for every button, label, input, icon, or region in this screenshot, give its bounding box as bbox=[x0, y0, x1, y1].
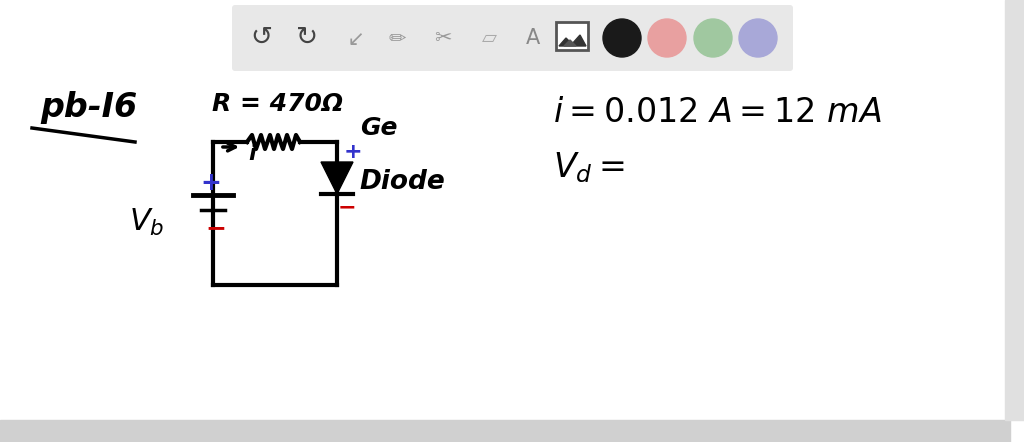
Text: pb-I6: pb-I6 bbox=[40, 91, 137, 125]
Text: A: A bbox=[526, 28, 540, 48]
Text: −: − bbox=[338, 197, 356, 217]
Text: +: + bbox=[201, 171, 221, 195]
Bar bbox=[0, 420, 1010, 442]
FancyBboxPatch shape bbox=[556, 22, 588, 50]
Text: −: − bbox=[206, 216, 226, 240]
Text: i: i bbox=[248, 144, 256, 164]
Text: R = 470Ω: R = 470Ω bbox=[212, 92, 344, 116]
Circle shape bbox=[694, 19, 732, 57]
Text: $V_d =$: $V_d =$ bbox=[553, 151, 625, 185]
Text: Ge: Ge bbox=[360, 116, 397, 140]
Circle shape bbox=[603, 19, 641, 57]
Text: ↻: ↻ bbox=[296, 25, 318, 51]
Text: $i = 0.012\ A = 12\ mA$: $i = 0.012\ A = 12\ mA$ bbox=[553, 95, 882, 129]
Polygon shape bbox=[564, 40, 575, 46]
Text: Diode: Diode bbox=[359, 169, 444, 195]
Polygon shape bbox=[321, 162, 353, 194]
Text: ✂: ✂ bbox=[434, 28, 452, 48]
Circle shape bbox=[648, 19, 686, 57]
Text: ▱: ▱ bbox=[481, 28, 497, 47]
Text: ↺: ↺ bbox=[250, 25, 272, 51]
Bar bbox=[1005, 0, 1024, 420]
Text: ↗: ↗ bbox=[342, 28, 359, 48]
Circle shape bbox=[739, 19, 777, 57]
Text: ✏: ✏ bbox=[388, 28, 406, 48]
Text: +: + bbox=[344, 142, 362, 162]
Polygon shape bbox=[559, 35, 586, 46]
Text: $V_b$: $V_b$ bbox=[129, 206, 165, 237]
FancyBboxPatch shape bbox=[232, 5, 793, 71]
